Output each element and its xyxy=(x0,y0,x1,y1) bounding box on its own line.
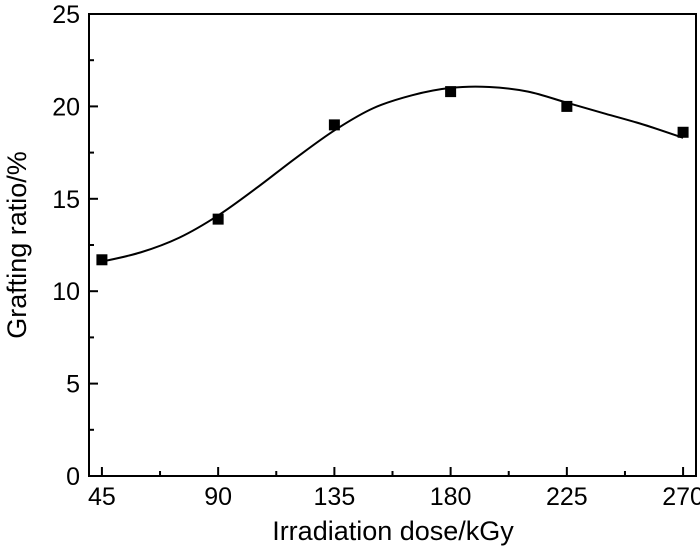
x-tick-label: 180 xyxy=(430,483,472,511)
y-tick-label: 0 xyxy=(66,463,80,491)
fit-curve xyxy=(101,85,684,263)
x-tick-label: 90 xyxy=(204,483,232,511)
y-tick-label: 10 xyxy=(52,278,80,306)
y-tick-label: 20 xyxy=(52,93,80,121)
points-layer xyxy=(96,86,689,266)
x-tick-label: 135 xyxy=(314,483,356,511)
x-tick-label: 45 xyxy=(88,483,116,511)
x-tick-label: 270 xyxy=(662,483,700,511)
data-point xyxy=(561,100,573,112)
plot-frame xyxy=(88,13,697,477)
x-tick-label: 225 xyxy=(546,483,588,511)
ticks-layer: 0 5 10 15 20 25 45 90 135 180 225 270 xyxy=(52,1,700,511)
x-axis-label: Irradiation dose/kGy xyxy=(272,516,514,546)
data-point xyxy=(328,119,340,131)
data-point xyxy=(445,86,457,98)
data-point xyxy=(96,254,108,266)
y-tick-label: 25 xyxy=(52,1,80,29)
y-tick-label: 15 xyxy=(52,186,80,214)
y-tick-label: 5 xyxy=(66,371,80,399)
data-point xyxy=(212,213,224,225)
y-axis-label: Grafting ratio/% xyxy=(2,151,32,339)
data-point xyxy=(677,126,689,138)
